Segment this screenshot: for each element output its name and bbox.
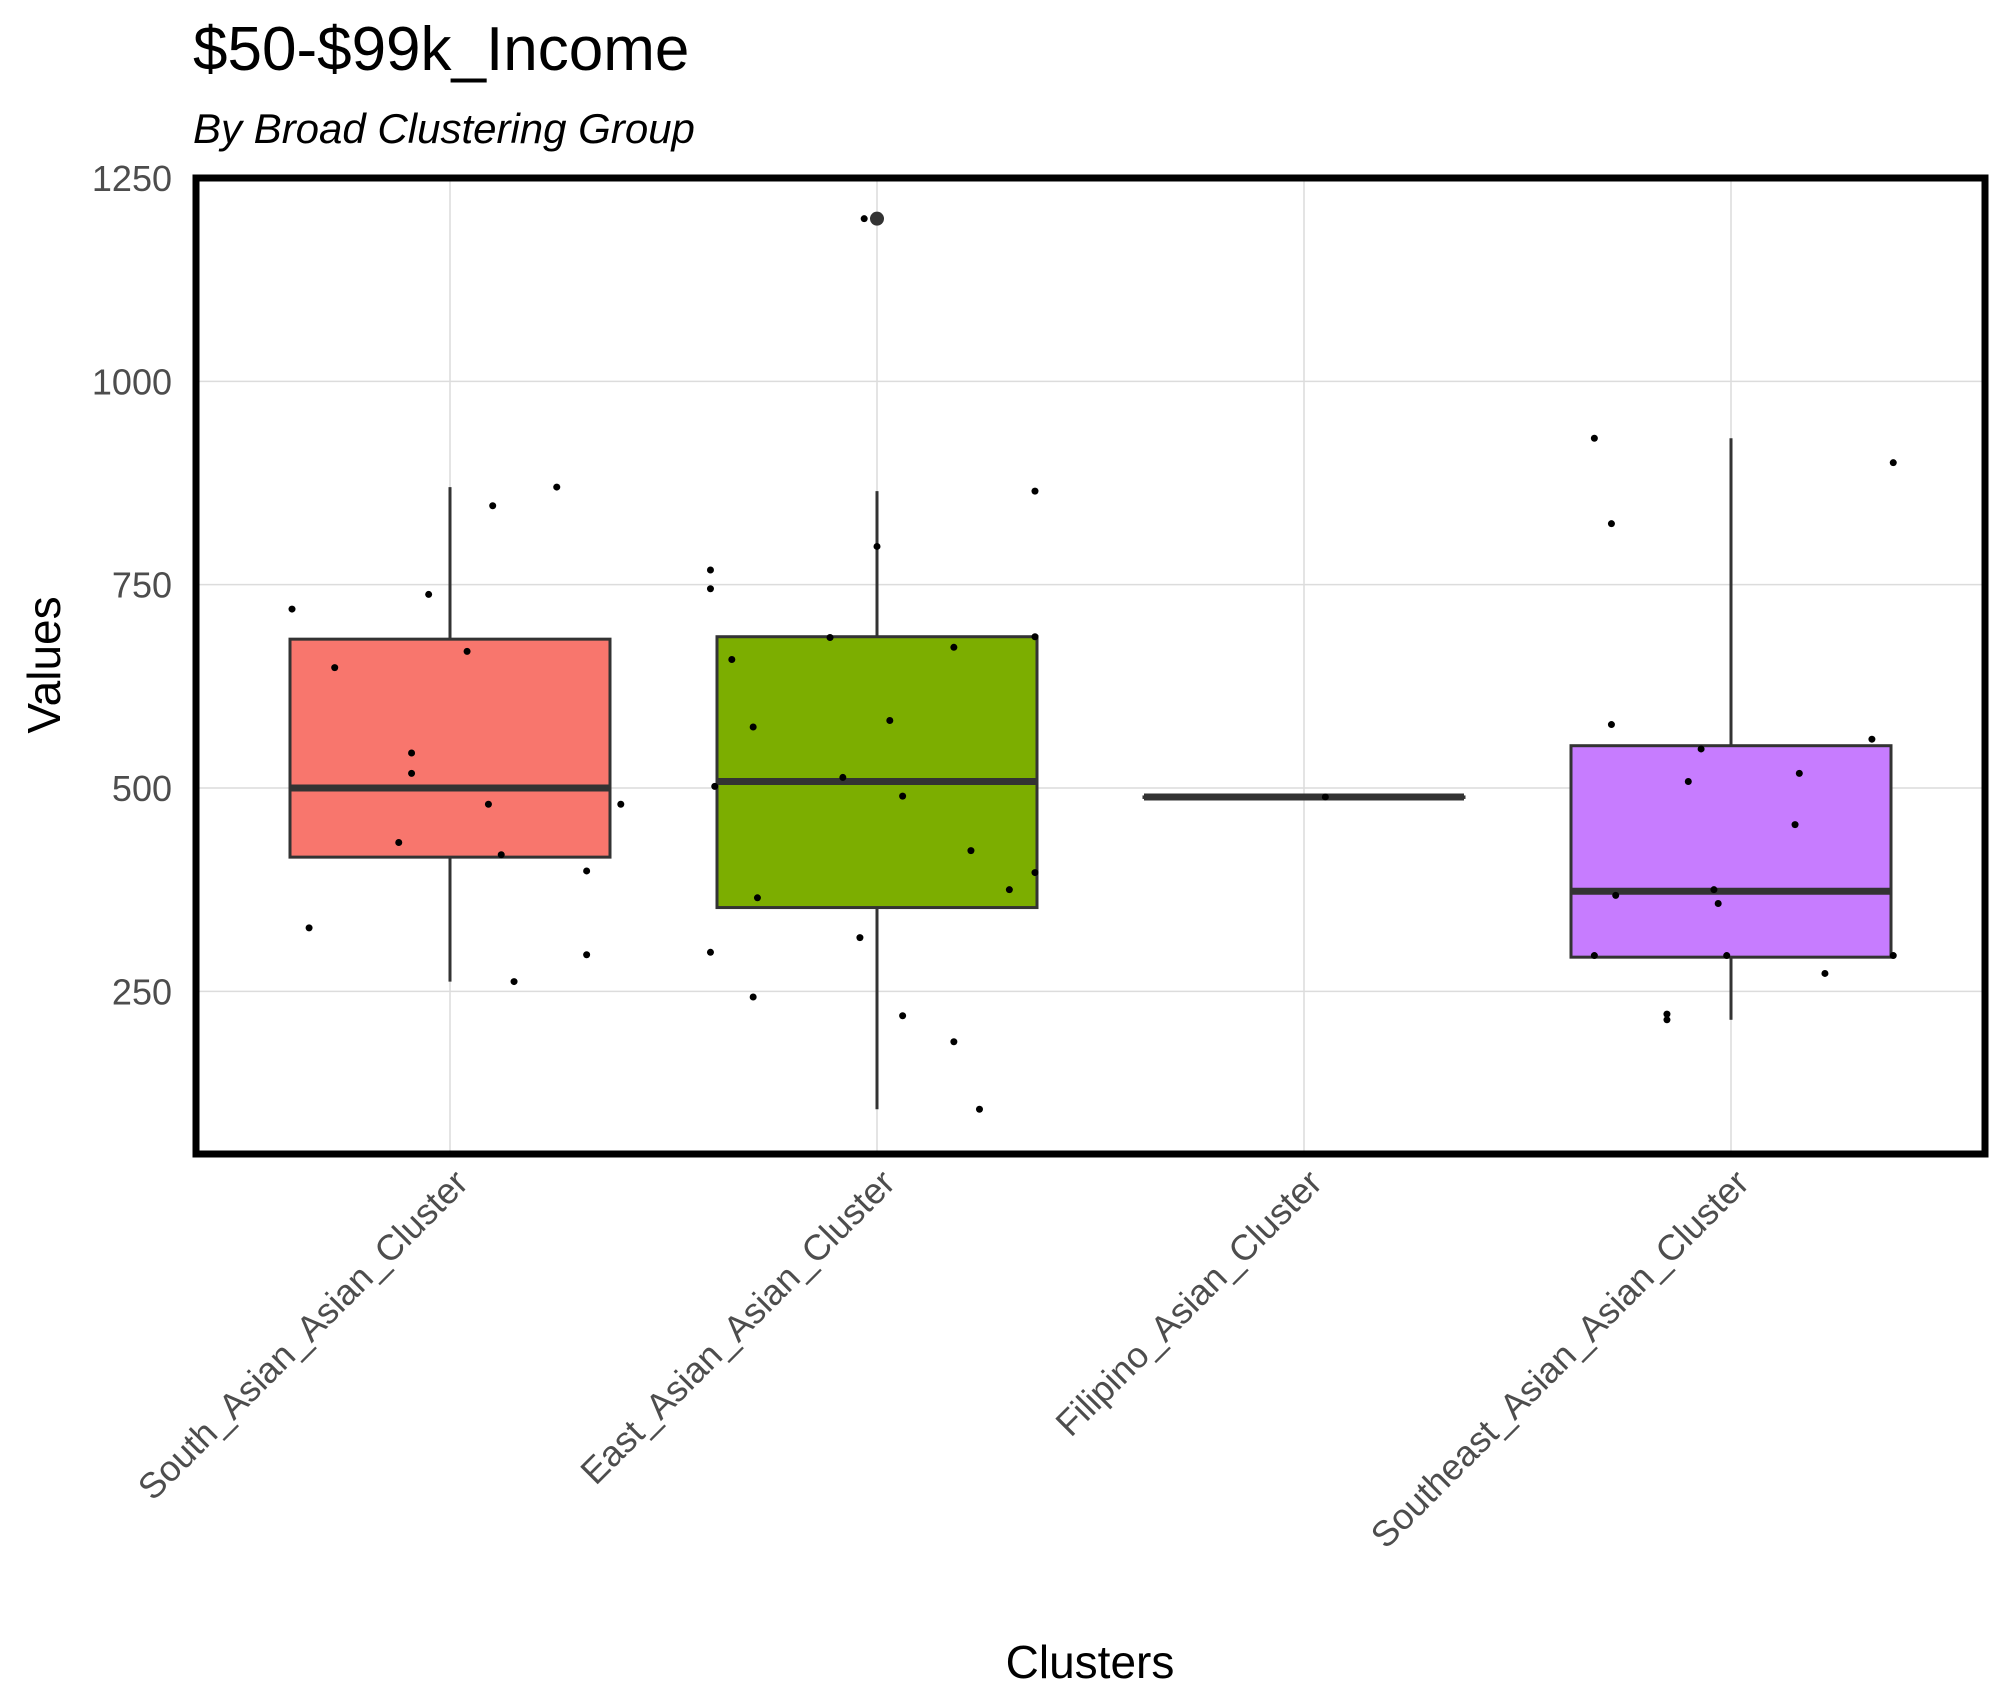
data-point-45	[1590, 952, 1598, 960]
x-tick-label-3: Southeast_Asian_Asian_Cluster	[1363, 1162, 1757, 1556]
y-tick-label-250: 250	[112, 971, 172, 1012]
data-point-5	[408, 769, 416, 777]
y-tick-label-1000: 1000	[92, 361, 172, 402]
data-point-50	[1710, 886, 1718, 894]
y-axis-ticks: 250 500 750 1000 1250	[92, 158, 172, 1012]
data-point-11	[510, 978, 518, 986]
data-point-33	[950, 1038, 958, 1046]
data-point-58	[1889, 952, 1897, 960]
x-tick-label-2: Filipino_Asian_Cluster	[1047, 1162, 1329, 1444]
data-point-39	[1031, 869, 1039, 877]
data-point-8	[484, 800, 492, 808]
data-point-27	[860, 215, 868, 223]
data-point-51	[1714, 899, 1722, 907]
box-East_Asian_Asian_Cluster	[715, 211, 1039, 1110]
data-point-32	[950, 643, 958, 651]
data-point-15	[617, 800, 625, 808]
boxes	[288, 211, 1893, 1110]
chart-subtitle: By Broad Clustering Group	[193, 105, 695, 152]
data-point-13	[583, 867, 591, 875]
data-point-10	[497, 851, 505, 859]
data-point-20	[728, 655, 736, 663]
x-tick-label-1: East_Asian_Asian_Cluster	[572, 1162, 902, 1492]
data-point-52	[1723, 952, 1731, 960]
data-point-35	[975, 1105, 983, 1113]
data-point-6	[425, 590, 433, 598]
y-axis-title: Values	[18, 596, 70, 733]
data-point-21	[749, 723, 757, 731]
data-point-18	[706, 948, 714, 956]
data-point-38	[1031, 633, 1039, 641]
box-body	[288, 637, 612, 859]
data-point-29	[886, 716, 894, 724]
data-point-44	[1612, 891, 1620, 899]
data-point-46	[1663, 1010, 1671, 1018]
box-body	[715, 635, 1039, 910]
data-point-2	[305, 924, 313, 932]
data-point-34	[967, 847, 975, 855]
data-point-17	[706, 585, 714, 593]
data-point-36	[1005, 886, 1013, 894]
data-point-19	[711, 782, 719, 790]
data-point-41	[1590, 434, 1598, 442]
data-point-48	[1684, 777, 1692, 785]
data-point-4	[408, 749, 416, 757]
data-point-1	[331, 664, 339, 672]
data-point-3	[395, 838, 403, 846]
x-axis-ticks: South_Asian_Asian_Cluster East_Asian_Asia…	[130, 1162, 1757, 1556]
data-point-31	[899, 1012, 907, 1020]
data-point-42	[1607, 520, 1615, 528]
data-point-0	[288, 605, 296, 613]
data-point-26	[856, 934, 864, 942]
data-point-28	[873, 542, 881, 550]
data-point-47	[1663, 1016, 1671, 1024]
data-point-16	[706, 566, 714, 574]
data-point-40	[1321, 793, 1329, 801]
x-axis-title: Clusters	[1006, 1636, 1175, 1688]
x-tick-label-0: South_Asian_Asian_Cluster	[130, 1162, 476, 1508]
data-point-55	[1821, 969, 1829, 977]
jitter-points	[288, 215, 1897, 1113]
box-body	[1569, 744, 1893, 959]
data-point-57	[1889, 459, 1897, 467]
y-tick-label-1250: 1250	[92, 158, 172, 199]
data-point-12	[553, 483, 561, 491]
data-point-54	[1795, 769, 1803, 777]
data-point-14	[583, 951, 591, 959]
y-tick-label-750: 750	[112, 565, 172, 606]
data-point-53	[1791, 821, 1799, 829]
data-point-23	[749, 993, 757, 1001]
data-point-24	[826, 634, 834, 642]
plot-panel-border	[192, 174, 1989, 1158]
data-point-30	[899, 792, 907, 800]
box-Filipino_Asian_Cluster	[1142, 793, 1466, 801]
data-point-7	[463, 647, 471, 655]
data-point-25	[839, 773, 847, 781]
data-point-56	[1868, 735, 1876, 743]
data-point-43	[1607, 721, 1615, 729]
data-point-22	[753, 894, 761, 902]
chart-title: $50-$99k_Income	[193, 15, 689, 84]
box-South_Asian_Asian_Cluster	[288, 487, 612, 982]
data-point-9	[489, 502, 497, 510]
outlier-0	[870, 211, 884, 226]
data-point-37	[1031, 487, 1039, 495]
data-point-49	[1697, 745, 1705, 753]
box-Southeast_Asian_Asian_Cluster	[1569, 438, 1893, 1020]
y-tick-label-500: 500	[112, 768, 172, 809]
